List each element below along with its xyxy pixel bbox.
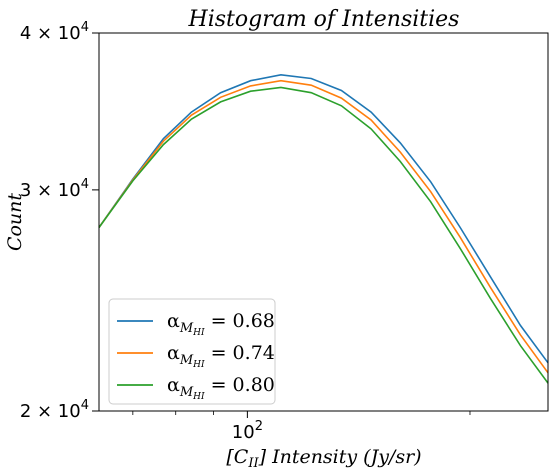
legend-box [108, 298, 276, 405]
x-tick-label-1: 102 [232, 419, 263, 443]
series-line-2 [98, 79, 549, 374]
series-line-1 [98, 73, 549, 364]
series-line-3 [98, 86, 549, 384]
x-axis-label: [CII] Intensity (Jy/sr) [226, 446, 421, 471]
chart-title: Histogram of Intensities [188, 7, 460, 32]
y-axis: 2 × 104 3 × 104 4 × 104 [20, 20, 99, 422]
plot-frame [98, 32, 549, 412]
y-tick-label-1: 2 × 104 [20, 398, 89, 422]
x-axis: 102 [132, 411, 471, 443]
plot-area [98, 73, 549, 384]
y-axis-label: Count [4, 193, 26, 251]
y-tick-label-2: 3 × 104 [20, 177, 89, 201]
y-tick-label-3: 4 × 104 [20, 20, 89, 44]
